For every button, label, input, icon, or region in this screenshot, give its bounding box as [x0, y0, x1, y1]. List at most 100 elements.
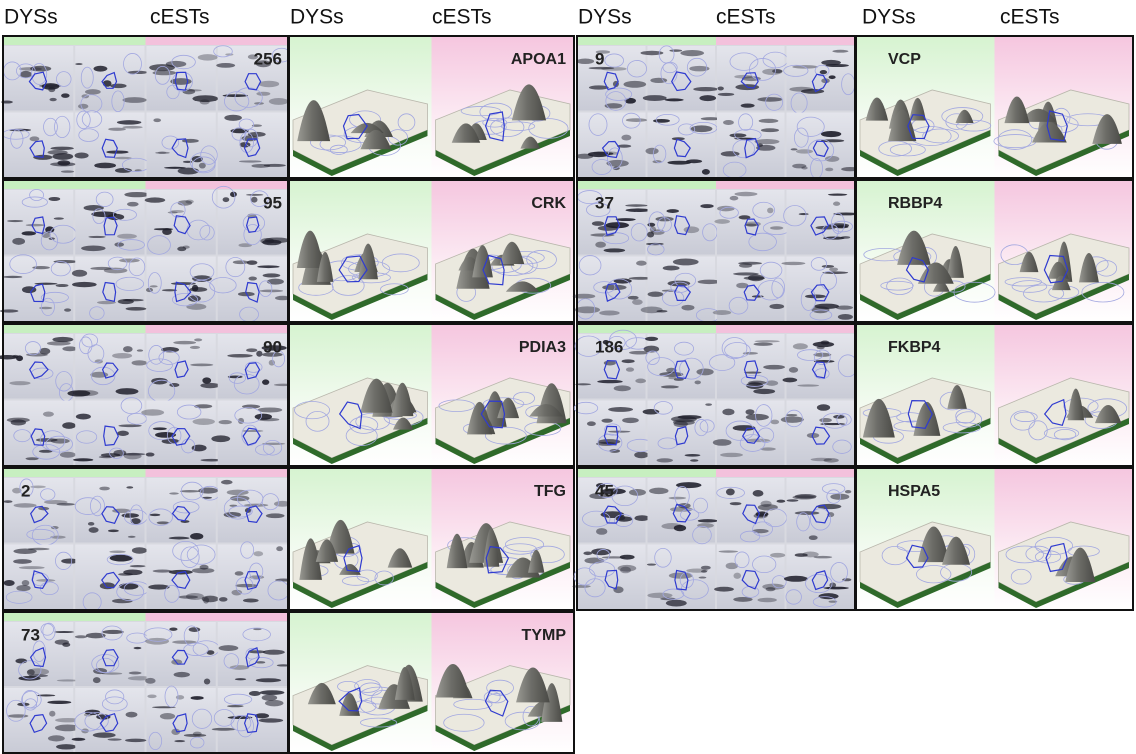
gel-band: [129, 672, 142, 675]
gel-band: [221, 480, 233, 485]
gel-band: [233, 260, 249, 264]
gel-band: [605, 222, 629, 228]
gel-band: [57, 160, 70, 165]
cest-strip: [716, 468, 855, 477]
gel-band: [149, 64, 175, 71]
cest-strip: [146, 612, 289, 621]
gel-cell: [4, 190, 73, 255]
spot-number: 186: [595, 337, 623, 356]
gel-band: [793, 343, 808, 349]
gel-band: [765, 380, 778, 385]
gel-band: [19, 566, 45, 569]
gel-band: [76, 414, 91, 420]
gel-band: [62, 422, 76, 429]
protein-name: TFG: [534, 483, 566, 500]
gel-cell: [787, 478, 855, 543]
gel-band: [190, 346, 200, 349]
gel-band: [264, 237, 289, 243]
gel-band: [211, 435, 230, 442]
gel-band: [653, 119, 670, 123]
gel-band: [47, 701, 71, 704]
gel-band: [267, 279, 284, 285]
gel-band: [190, 533, 203, 540]
gel-band: [219, 420, 232, 424]
gel-band: [819, 418, 832, 422]
protein-name: VCP: [888, 51, 921, 68]
gel-band: [108, 738, 122, 740]
gel-band: [796, 149, 813, 153]
gel-band: [235, 678, 246, 680]
gel-band: [584, 558, 604, 564]
column-header: cESTs: [716, 6, 776, 29]
gel-band: [262, 379, 269, 385]
gel-band: [745, 409, 754, 415]
gel-band: [701, 566, 711, 570]
gel-band: [186, 304, 206, 310]
gel-band: [117, 431, 129, 436]
gel-band: [781, 416, 804, 423]
spot-number: 37: [595, 193, 614, 212]
gel-band: [57, 679, 79, 681]
spot-number: 9: [595, 49, 604, 68]
gel-band: [626, 208, 651, 212]
gel-band: [696, 369, 713, 376]
gel-band: [50, 98, 57, 101]
gel-band: [61, 93, 69, 98]
gel-band: [838, 314, 853, 320]
gel-band: [235, 571, 244, 575]
gel-band: [123, 97, 147, 103]
gel-band: [3, 500, 12, 503]
gel-band: [61, 170, 74, 172]
gel-band: [781, 262, 805, 265]
gel-band: [269, 360, 275, 366]
gel-band: [700, 204, 713, 208]
gel-band: [174, 672, 190, 677]
gel-band: [647, 563, 656, 565]
gel-band: [685, 454, 701, 457]
gel-band: [257, 265, 279, 268]
gel-band: [705, 403, 712, 405]
gel-band: [200, 383, 220, 388]
gel-band: [729, 133, 746, 137]
gel-band: [626, 118, 647, 122]
gel-band: [622, 418, 639, 423]
gel-band: [595, 242, 606, 248]
gel-band: [726, 488, 735, 495]
gel-band: [147, 695, 156, 699]
gel-band: [183, 161, 192, 163]
gel-panel: 37: [573, 180, 859, 322]
gel-band: [620, 555, 635, 560]
gel-band: [118, 573, 133, 576]
gel-band: [94, 66, 108, 72]
gel-band: [616, 218, 636, 221]
gel-band: [265, 700, 284, 706]
gel-cell: [4, 46, 73, 111]
gel-band: [169, 628, 177, 631]
spot-number: 256: [254, 49, 282, 68]
gel-band: [48, 735, 65, 741]
gel-band: [164, 167, 186, 169]
gel-band: [832, 50, 848, 53]
cest-strip: [716, 324, 855, 333]
dys-strip: [3, 36, 146, 45]
gel-band: [14, 503, 37, 507]
gel-band: [263, 650, 285, 655]
gel-cell: [75, 478, 144, 543]
gel-band: [693, 87, 718, 91]
gel-band: [677, 415, 701, 419]
gel-band: [243, 599, 259, 603]
gel-band: [112, 599, 133, 603]
gel-cell: [75, 334, 144, 399]
gel-band: [699, 577, 707, 579]
gel-panel: 9: [576, 36, 859, 178]
gel-band: [28, 548, 50, 551]
gel-band: [684, 226, 700, 233]
gel-band: [748, 274, 764, 281]
gel-band: [54, 217, 64, 219]
gel-cell: [75, 190, 144, 255]
gel-band: [259, 81, 279, 87]
gel-band: [661, 385, 679, 388]
gel-band: [49, 197, 61, 201]
gel-band: [789, 87, 813, 92]
gel-band: [799, 213, 809, 215]
